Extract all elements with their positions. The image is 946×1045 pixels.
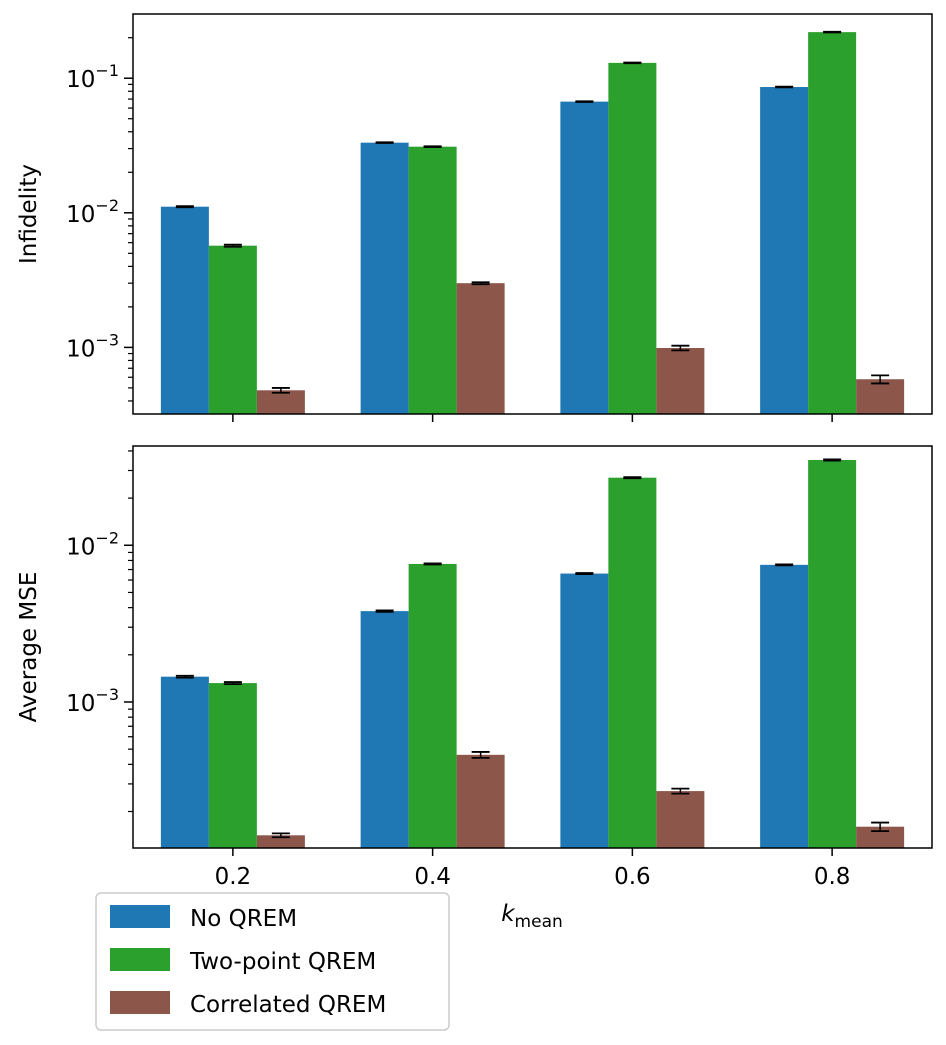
bar-correlated-qrem-0-4 bbox=[456, 754, 505, 848]
y-tick-base: 10 bbox=[66, 534, 95, 560]
error-bar-correlated-qrem-0-6 bbox=[671, 344, 690, 352]
error-bar-two-point-qrem-0-8 bbox=[823, 30, 842, 34]
error-bar-no-qrem-0-4 bbox=[375, 141, 394, 144]
error-bar-two-point-qrem-0-2 bbox=[223, 243, 242, 248]
bar-correlated-qrem-0-6 bbox=[656, 347, 705, 414]
y-tick-exponent: −2 bbox=[95, 528, 119, 547]
y-tick-exponent: −3 bbox=[95, 685, 119, 704]
x-tick-label: 0.4 bbox=[414, 864, 451, 890]
error-bar-correlated-qrem-0-8 bbox=[871, 821, 890, 832]
x-axis-label-subscript: mean bbox=[515, 912, 563, 932]
error-bar-correlated-qrem-0-2 bbox=[271, 387, 290, 394]
y-axis-label: Average MSE bbox=[16, 572, 42, 723]
y-tick-base: 10 bbox=[66, 202, 95, 228]
bar-two-point-qrem-0-6 bbox=[608, 477, 657, 848]
y-tick-exponent: −1 bbox=[95, 61, 119, 80]
bar-two-point-qrem-0-2 bbox=[208, 683, 257, 848]
bar-correlated-qrem-0-8 bbox=[856, 826, 905, 848]
x-axis-label-base: k bbox=[501, 901, 516, 927]
y-tick-base: 10 bbox=[66, 336, 95, 362]
bar-correlated-qrem-0-6 bbox=[656, 791, 705, 848]
bar-two-point-qrem-0-2 bbox=[208, 245, 257, 414]
bar-correlated-qrem-0-8 bbox=[856, 379, 905, 414]
legend-frame bbox=[95, 892, 450, 1031]
bar-correlated-qrem-0-4 bbox=[456, 283, 505, 414]
bar-two-point-qrem-0-4 bbox=[408, 146, 457, 414]
legend-label-two-point-qrem: Two-point QREM bbox=[189, 949, 376, 975]
error-bar-correlated-qrem-0-4 bbox=[471, 751, 490, 759]
error-bar-no-qrem-0-4 bbox=[375, 609, 394, 613]
x-tick-label: 0.2 bbox=[215, 864, 252, 890]
legend-swatch-correlated-qrem bbox=[110, 991, 170, 1014]
bar-no-qrem-0-2 bbox=[160, 676, 209, 848]
y-tick-base: 10 bbox=[66, 691, 95, 717]
error-bar-no-qrem-0-8 bbox=[775, 85, 794, 89]
bar-no-qrem-0-8 bbox=[760, 564, 809, 848]
error-bar-correlated-qrem-0-4 bbox=[471, 281, 490, 286]
error-bar-two-point-qrem-0-4 bbox=[423, 145, 442, 148]
bar-two-point-qrem-0-8 bbox=[808, 460, 857, 848]
legend: No QREM Two-point QREM Correlated QREM bbox=[95, 892, 450, 1031]
error-bar-correlated-qrem-0-8 bbox=[871, 374, 890, 385]
bar-two-point-qrem-0-6 bbox=[608, 62, 657, 415]
y-tick-base: 10 bbox=[66, 67, 95, 93]
bar-two-point-qrem-0-4 bbox=[408, 563, 457, 848]
y-tick-label: 10−3 bbox=[66, 685, 119, 717]
error-bar-no-qrem-0-2 bbox=[175, 205, 194, 209]
error-bar-two-point-qrem-0-4 bbox=[423, 562, 442, 566]
error-bar-correlated-qrem-0-2 bbox=[271, 832, 290, 839]
error-bar-no-qrem-0-8 bbox=[775, 563, 794, 567]
y-tick-exponent: −2 bbox=[95, 196, 119, 215]
bar-no-qrem-0-4 bbox=[360, 142, 409, 414]
bar-no-qrem-0-8 bbox=[760, 87, 809, 414]
y-axis-label: Infidelity bbox=[16, 164, 42, 264]
legend-label-no-qrem: No QREM bbox=[190, 906, 297, 932]
y-tick-label: 10−2 bbox=[66, 196, 119, 228]
y-tick-label: 10−3 bbox=[66, 330, 119, 362]
y-tick-exponent: −3 bbox=[95, 330, 119, 349]
bar-no-qrem-0-6 bbox=[560, 101, 609, 414]
error-bar-two-point-qrem-0-6 bbox=[623, 476, 642, 480]
x-axis-label: kmean bbox=[501, 901, 563, 932]
x-tick-label: 0.8 bbox=[814, 864, 851, 890]
x-tick-label: 0.6 bbox=[614, 864, 651, 890]
bar-correlated-qrem-0-2 bbox=[256, 835, 305, 848]
axes-frame bbox=[132, 445, 933, 849]
error-bar-no-qrem-0-6 bbox=[575, 572, 594, 575]
error-bar-no-qrem-0-6 bbox=[575, 100, 594, 103]
error-bar-two-point-qrem-0-2 bbox=[223, 681, 242, 686]
error-bar-two-point-qrem-0-8 bbox=[823, 458, 842, 462]
legend-swatch-no-qrem bbox=[110, 905, 170, 928]
legend-swatch-two-point-qrem bbox=[110, 948, 170, 971]
error-bar-two-point-qrem-0-6 bbox=[623, 61, 642, 65]
error-bar-correlated-qrem-0-6 bbox=[671, 787, 690, 795]
y-tick-label: 10−2 bbox=[66, 528, 119, 560]
bar-no-qrem-0-2 bbox=[160, 206, 209, 414]
bar-correlated-qrem-0-2 bbox=[256, 390, 305, 414]
bar-two-point-qrem-0-8 bbox=[808, 32, 857, 415]
bar-no-qrem-0-4 bbox=[360, 611, 409, 848]
bar-no-qrem-0-6 bbox=[560, 573, 609, 848]
error-bar-no-qrem-0-2 bbox=[175, 674, 194, 679]
axes-frame bbox=[132, 13, 933, 415]
legend-label-correlated-qrem: Correlated QREM bbox=[190, 992, 386, 1018]
y-tick-label: 10−1 bbox=[66, 61, 119, 93]
